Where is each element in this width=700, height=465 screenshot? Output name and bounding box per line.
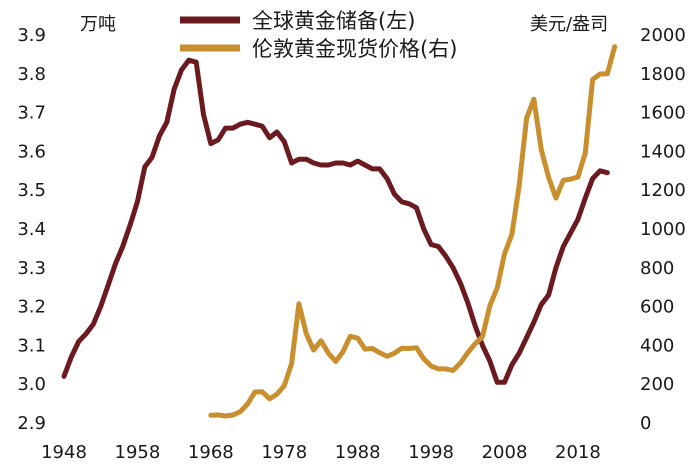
x-tick-label-2: 1968	[188, 442, 234, 463]
right-tick-label-3: 600	[640, 297, 674, 318]
legend: 全球黄金储备(左) 伦敦黄金现货价格(右)	[180, 9, 457, 61]
x-tick-label-3: 1978	[261, 442, 307, 463]
right-tick-label-2: 400	[640, 335, 674, 356]
x-tick-label-0: 1948	[41, 442, 87, 463]
legend-label-price: 伦敦黄金现货价格(右)	[252, 37, 457, 61]
axes-layer: 2.9 3.0 3.1 3.2 3.3 3.4 3.5 3.6 3.7 3.8 3.9 0 200 400…	[17, 25, 685, 463]
x-tick-label-4: 1988	[335, 442, 381, 463]
left-tick-label-3: 3.2	[17, 297, 46, 318]
right-tick-label-5: 1000	[640, 219, 686, 240]
right-tick-label-1: 200	[640, 374, 674, 395]
right-tick-label-0: 0	[640, 413, 651, 434]
right-tick-label-4: 800	[640, 258, 674, 279]
right-tick-label-7: 1400	[640, 141, 686, 162]
right-tick-label-8: 1600	[640, 103, 686, 124]
right-axis-unit: 美元/盎司	[530, 14, 608, 35]
left-tick-label-4: 3.3	[17, 258, 46, 279]
legend-label-reserves: 全球黄金储备(左)	[252, 9, 415, 33]
x-tick-label-6: 2008	[482, 442, 528, 463]
left-tick-label-5: 3.4	[17, 219, 46, 240]
left-axis-unit: 万吨	[80, 14, 116, 35]
x-tick-label-1: 1958	[115, 442, 161, 463]
right-tick-label-6: 1200	[640, 180, 686, 201]
left-tick-label-8: 3.7	[17, 103, 46, 124]
left-tick-label-9: 3.8	[17, 64, 46, 85]
left-tick-label-6: 3.5	[17, 180, 46, 201]
left-tick-label-0: 2.9	[17, 413, 46, 434]
right-tick-label-10: 2000	[640, 25, 686, 46]
series-line-price	[208, 44, 618, 419]
left-tick-label-2: 3.1	[17, 335, 46, 356]
series-layer	[61, 44, 618, 419]
left-tick-label-1: 3.0	[17, 374, 46, 395]
series-line-reserves	[61, 57, 610, 385]
x-tick-label-5: 1998	[408, 442, 454, 463]
right-tick-label-9: 1800	[640, 64, 686, 85]
left-tick-label-10: 3.9	[17, 25, 46, 46]
x-tick-label-7: 2018	[555, 442, 601, 463]
left-tick-label-7: 3.6	[17, 141, 46, 162]
